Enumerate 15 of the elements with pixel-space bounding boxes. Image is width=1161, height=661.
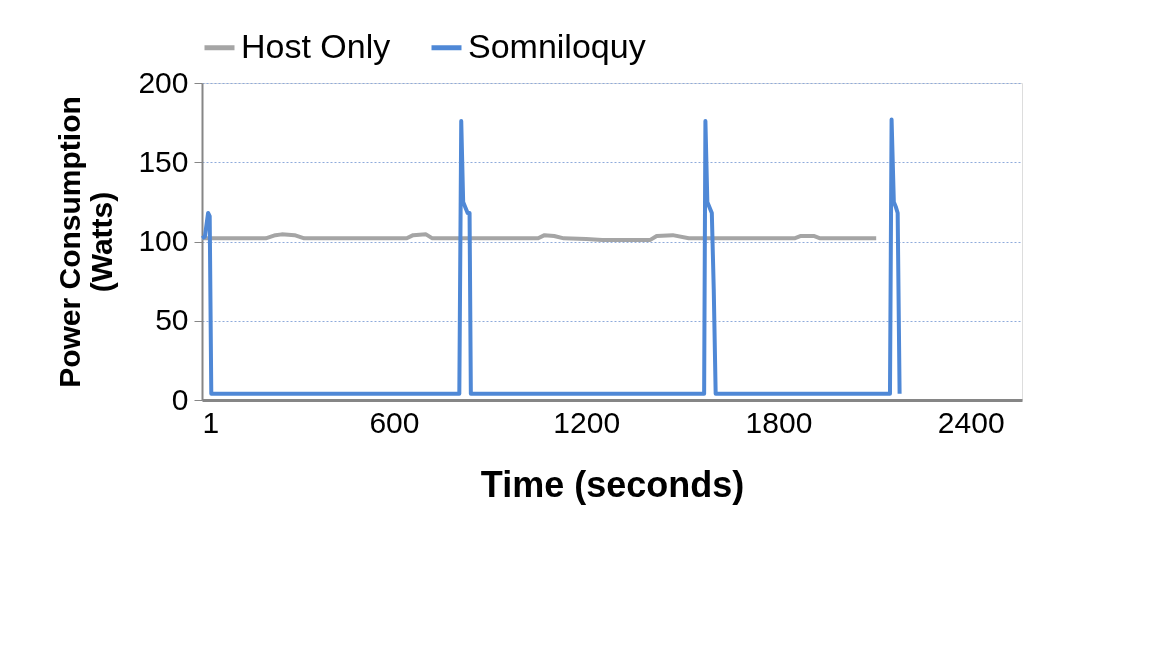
- y-axis-title: Power Consumption (Watts): [53, 96, 119, 388]
- y-tick-label: 50: [155, 303, 189, 337]
- y-tick-label: 100: [138, 224, 189, 257]
- x-tick-label: 600: [369, 405, 420, 439]
- x-tick-label: 1: [202, 405, 220, 439]
- x-tick-label: 1800: [745, 405, 813, 439]
- x-tick-label: 2400: [937, 405, 1005, 439]
- y-tick-label: 150: [138, 144, 189, 178]
- x-axis-title: Time (seconds): [480, 463, 745, 505]
- y-tick-label: 200: [138, 65, 189, 99]
- y-tick-label: 0: [171, 382, 189, 416]
- legend-label: Somniloquy: [468, 26, 646, 65]
- legend-label: Host Only: [241, 26, 391, 65]
- line-series: [200, 117, 902, 396]
- x-tick-label: 1200: [553, 405, 621, 439]
